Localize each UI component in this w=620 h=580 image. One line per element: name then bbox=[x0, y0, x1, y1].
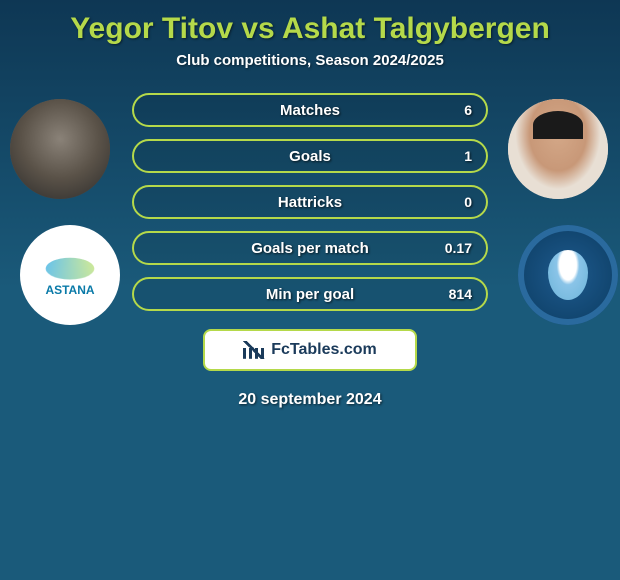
comparison-panel: ASTANA Matches 6 Goals 1 Hattricks 0 Goa… bbox=[0, 93, 620, 409]
subtitle: Club competitions, Season 2024/2025 bbox=[0, 52, 620, 69]
stat-row: Matches 6 bbox=[132, 93, 488, 127]
club1-label: ASTANA bbox=[45, 254, 94, 297]
stat-value-right: 814 bbox=[449, 286, 472, 302]
stats-list: Matches 6 Goals 1 Hattricks 0 Goals per … bbox=[132, 93, 488, 311]
player1-avatar bbox=[10, 99, 110, 199]
stat-row: Goals 1 bbox=[132, 139, 488, 173]
site-badge: FcTables.com bbox=[203, 329, 417, 371]
stat-label: Goals bbox=[289, 148, 331, 165]
page-title: Yegor Titov vs Ashat Talgybergen bbox=[0, 0, 620, 52]
stat-label: Goals per match bbox=[251, 240, 369, 257]
stat-label: Min per goal bbox=[266, 286, 354, 303]
stat-row: Min per goal 814 bbox=[132, 277, 488, 311]
stat-label: Matches bbox=[280, 102, 340, 119]
chart-icon bbox=[243, 341, 265, 359]
club1-logo: ASTANA bbox=[20, 225, 120, 325]
stat-value-right: 0.17 bbox=[445, 240, 472, 256]
player2-avatar bbox=[508, 99, 608, 199]
stat-row: Goals per match 0.17 bbox=[132, 231, 488, 265]
club2-logo bbox=[518, 225, 618, 325]
date-label: 20 september 2024 bbox=[12, 391, 608, 409]
stat-value-right: 0 bbox=[464, 194, 472, 210]
stat-row: Hattricks 0 bbox=[132, 185, 488, 219]
stat-value-right: 6 bbox=[464, 102, 472, 118]
site-name: FcTables.com bbox=[271, 341, 377, 359]
stat-value-right: 1 bbox=[464, 148, 472, 164]
stat-label: Hattricks bbox=[278, 194, 342, 211]
